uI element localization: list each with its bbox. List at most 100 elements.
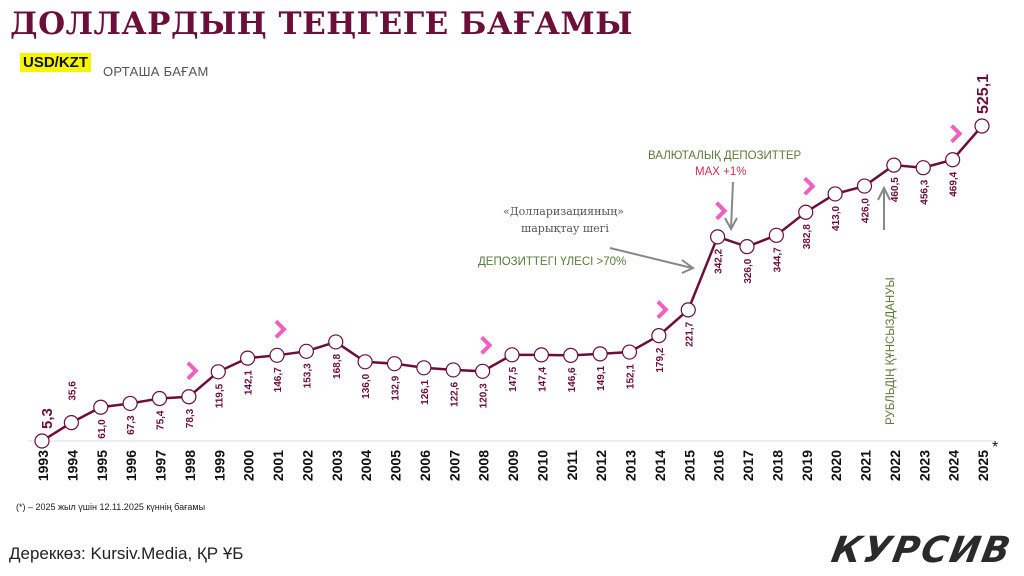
data-point-2024 (945, 152, 961, 168)
data-point-2015 (680, 302, 696, 318)
year-label-2010: 2010 (534, 450, 550, 481)
data-label-2021: 426,0 (861, 198, 872, 223)
footnote: (*) – 2025 жыл үшін 12.11.2025 күннің ба… (16, 502, 206, 512)
devaluation-chevron-icon (480, 335, 493, 355)
data-label-2001: 146,7 (273, 367, 284, 392)
year-label-2012: 2012 (593, 450, 609, 481)
devaluation-chevron-icon (186, 361, 199, 381)
data-point-2007 (445, 362, 461, 378)
data-point-2013 (621, 344, 638, 360)
data-label-2019: 382,8 (802, 224, 813, 249)
data-label-2018: 344,7 (772, 247, 783, 272)
year-label-2021: 2021 (858, 450, 874, 481)
year-label-1994: 1994 (64, 450, 80, 481)
data-point-2009 (504, 347, 520, 363)
annotation-dollarization-2: шарықтау шегі (521, 222, 609, 235)
devaluation-chevron-icon (715, 201, 728, 221)
data-label-2007: 122,6 (449, 381, 460, 406)
data-label-2003: 168,8 (332, 353, 343, 378)
year-label-2017: 2017 (740, 450, 756, 481)
data-point-2001 (269, 347, 285, 363)
data-label-2006: 126,1 (420, 379, 431, 404)
kursiv-logo: КУРСИВ (828, 530, 1016, 571)
data-label-2015: 221,7 (684, 321, 695, 346)
data-label-1996: 67,3 (126, 415, 137, 435)
data-point-2025 (974, 118, 990, 134)
year-label-2001: 2001 (270, 450, 286, 481)
year-label-2019: 2019 (799, 450, 815, 481)
data-label-1997: 75,4 (156, 410, 167, 430)
year-label-2013: 2013 (623, 450, 639, 481)
data-label-2004: 136,0 (361, 373, 372, 398)
data-point-1995 (93, 399, 109, 415)
data-point-2018 (768, 227, 784, 243)
annotation-deposit-share: ДЕПОЗИТТЕГІ ҮЛЕСІ >70% (478, 256, 627, 268)
data-point-2019 (798, 204, 814, 220)
data-point-1997 (151, 390, 168, 407)
year-label-2018: 2018 (769, 450, 785, 481)
data-point-2012 (592, 346, 608, 362)
devaluation-chevron-icon (656, 300, 669, 320)
page-title: ДОЛЛАРДЫҢ ТЕҢГЕГЕ БАҒАМЫ (10, 6, 633, 42)
year-label-1993: 1993 (35, 450, 51, 481)
year-label-2008: 2008 (476, 450, 492, 481)
year-label-2015: 2015 (681, 450, 697, 481)
data-point-1994 (63, 415, 79, 431)
data-label-1999: 119,5 (214, 383, 225, 408)
year-label-2000: 2000 (241, 450, 257, 481)
year-label-2011: 2011 (564, 450, 580, 481)
data-point-2020 (827, 186, 843, 202)
year-label-2003: 2003 (329, 450, 345, 481)
year-label-2024: 2024 (946, 450, 962, 481)
data-label-2011: 146,6 (567, 367, 578, 392)
data-label-1998: 78,3 (185, 408, 196, 428)
asterisk-mark: * (992, 439, 998, 456)
data-point-2010 (533, 347, 549, 363)
data-point-2000 (240, 350, 256, 366)
data-point-2002 (298, 343, 314, 359)
year-label-1996: 1996 (123, 450, 139, 481)
year-label-2005: 2005 (388, 450, 404, 481)
data-point-1996 (122, 395, 138, 412)
data-point-2004 (357, 354, 373, 370)
year-label-2014: 2014 (652, 450, 668, 481)
data-point-2008 (475, 363, 491, 379)
currency-pair-badge: USD/KZT (20, 53, 91, 72)
year-label-2023: 2023 (916, 450, 932, 481)
data-point-2003 (328, 334, 344, 350)
data-label-2022: 460,5 (890, 177, 901, 202)
year-label-2022: 2022 (887, 450, 903, 481)
data-point-1998 (181, 389, 197, 405)
data-label-2010: 147,4 (537, 366, 548, 391)
data-point-2011 (563, 347, 579, 363)
year-label-1995: 1995 (94, 450, 110, 481)
data-point-2014 (651, 328, 667, 344)
data-point-1993 (34, 433, 50, 449)
data-point-2016 (710, 229, 726, 245)
arrow-dollarization (609, 247, 695, 274)
year-label-2007: 2007 (446, 450, 462, 481)
data-label-2013: 152,1 (626, 364, 637, 389)
data-label-2012: 149,1 (596, 365, 607, 390)
data-point-2006 (416, 360, 432, 376)
devaluation-chevron-icon (950, 124, 963, 144)
data-label-1994: 35,6 (67, 381, 78, 401)
data-label-2000: 142,1 (244, 370, 255, 395)
data-label-2008: 120,3 (479, 383, 490, 408)
data-label-2014: 179,2 (655, 347, 666, 372)
year-label-2004: 2004 (358, 450, 374, 481)
data-label-2017: 326,0 (743, 258, 754, 283)
data-point-1999 (210, 364, 226, 380)
data-label-1995: 61,0 (97, 419, 108, 439)
year-label-2025: 2025 (975, 450, 991, 481)
year-label-1998: 1998 (182, 450, 198, 481)
data-point-2005 (386, 356, 403, 372)
arrow-deposits (724, 181, 738, 232)
data-label-2005: 132,9 (391, 375, 402, 400)
year-label-2020: 2020 (828, 450, 844, 481)
year-label-2002: 2002 (299, 450, 315, 481)
annotation-ruble: РУБЛЬДІҢ ҚҰНСЫЗДАНУЫ (885, 277, 897, 425)
data-label-2002: 153,3 (302, 363, 313, 388)
annotation-deposits-max: MAX +1% (695, 166, 747, 178)
